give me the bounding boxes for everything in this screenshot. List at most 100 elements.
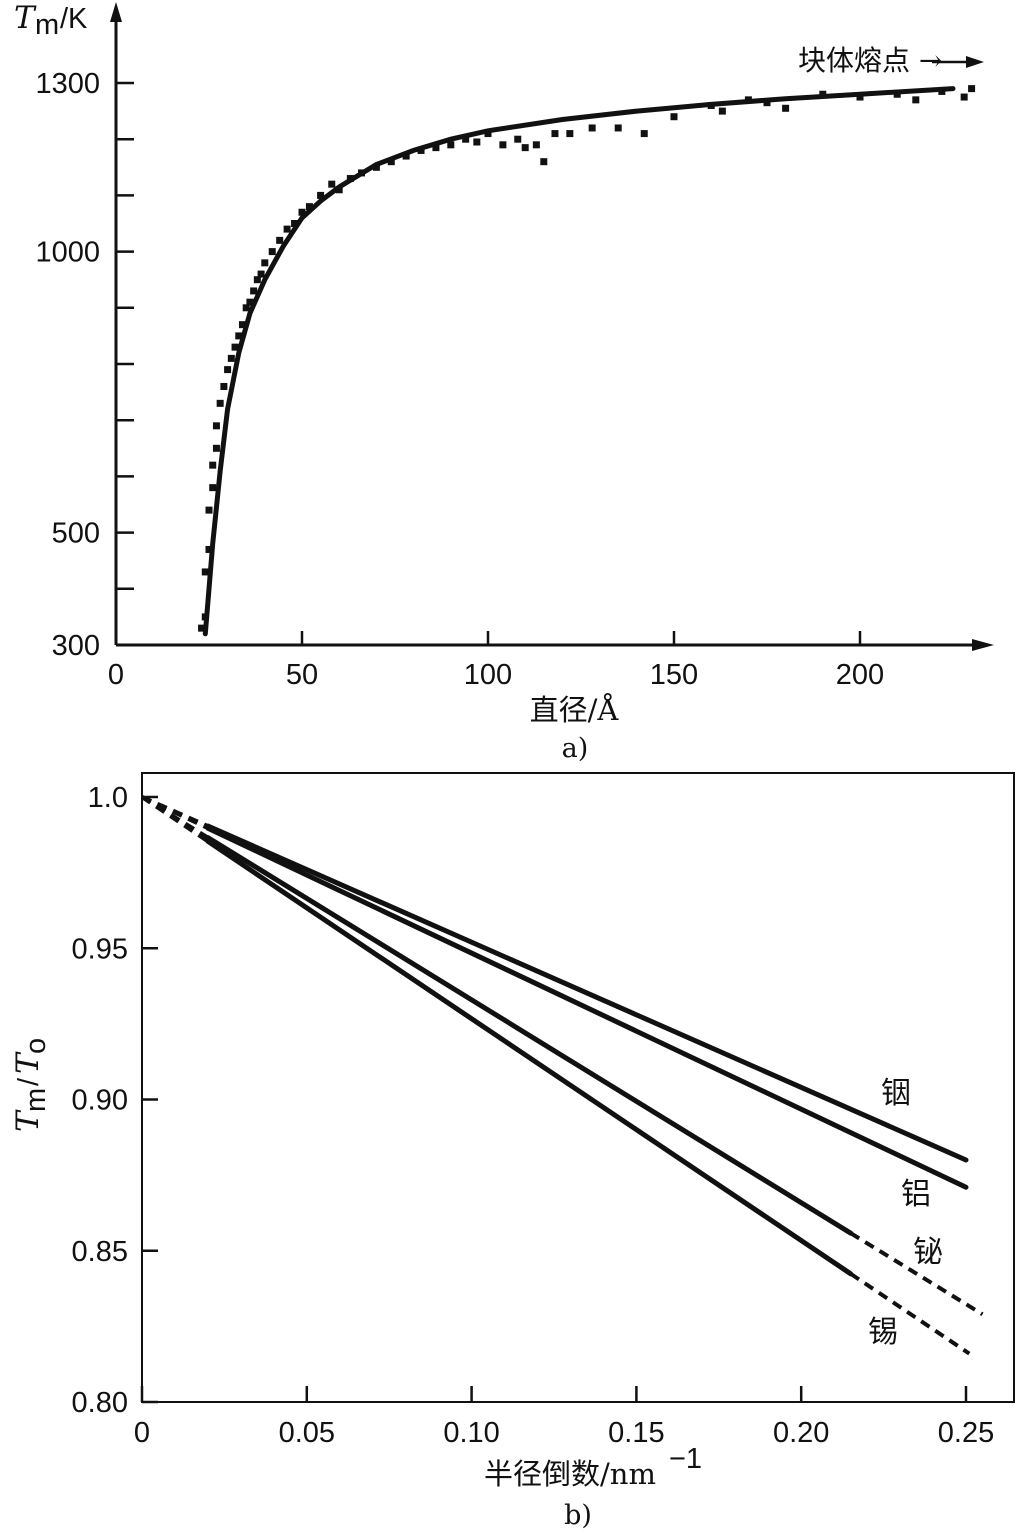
panel-a-data-point — [212, 444, 220, 452]
panel-a-x-tick-label: 50 — [286, 659, 318, 691]
panel-a-data-point — [588, 124, 596, 132]
panel-b-ylabel-symbol1: T — [10, 1109, 46, 1132]
panel-a-fit-curve — [202, 86, 956, 637]
panel-a-data-point — [473, 138, 481, 146]
panel-b-series-extrapolation — [849, 1272, 971, 1356]
panel-a-xlabel: 直径/Å — [530, 692, 620, 727]
panel-a-data-point — [209, 484, 217, 492]
panel-a-annotation-arrowhead — [966, 56, 984, 68]
panel-a-data-point — [532, 141, 540, 149]
panel-a-data-point — [763, 99, 771, 107]
panel-a: 300 500 1000 1300 0 50 100 150 200 T m /K 块体熔点 … — [14, 0, 994, 764]
panel-b-frame — [141, 772, 1015, 1403]
panel-a-y-arrow — [110, 2, 122, 22]
panel-b-x-tick-label: 0.15 — [608, 1417, 664, 1449]
panel-a-y-tick-label: 500 — [52, 518, 100, 550]
panel-a-annotation: 块体熔点 → — [798, 44, 942, 77]
panel-b-ylabel-sub1: m — [20, 1088, 52, 1112]
panel-a-data-point — [551, 130, 559, 138]
panel-a-data-point — [387, 158, 395, 166]
panel-b-series-line — [205, 825, 969, 1190]
panel-a-data-point — [960, 93, 968, 101]
panel-a-data-point — [328, 180, 336, 188]
panel-a-data-point — [224, 366, 232, 374]
panel-a-data-point — [912, 96, 920, 104]
panel-b-y-tick-label: 0.95 — [72, 933, 128, 965]
panel-a-x-tick-label: 100 — [464, 659, 512, 691]
panel-b-series-label: 锡 — [868, 1315, 898, 1350]
panel-a-data-point — [283, 225, 291, 233]
panel-a-data-point — [782, 104, 790, 112]
panel-a-data-point — [432, 144, 440, 152]
panel-a-data-point — [566, 130, 574, 138]
panel-b-ylabel-symbol2: T — [10, 1051, 46, 1074]
panel-b-x-tick-label: 0.25 — [938, 1417, 994, 1449]
panel-b-series-extrapolation — [849, 1231, 984, 1316]
panel-b-xlabel: 半径倒数/nm — [484, 1457, 656, 1491]
panel-a-ylabel-sub: m — [35, 9, 59, 41]
panel-b-series-label: 铋 — [913, 1235, 943, 1270]
panel-a-data-point — [220, 382, 228, 390]
panel-a-data-point — [305, 203, 313, 211]
panel-a-data-point — [856, 93, 864, 101]
panel-a-data-point — [212, 422, 220, 430]
panel-a-data-point — [298, 208, 306, 216]
panel-b-series-label: 铝 — [901, 1177, 931, 1212]
panel-a-caption: a) — [562, 733, 589, 764]
panel-a-ylabel-unit: /K — [60, 3, 88, 35]
panel-a-data-point — [540, 158, 548, 166]
panel-a-data-point — [484, 130, 492, 138]
panel-b-y-tick-label: 0.90 — [72, 1085, 128, 1117]
panel-b-series-line — [205, 838, 854, 1277]
panel-b-ylabel: T m / T o — [10, 1038, 52, 1132]
panel-a-data-point — [968, 85, 976, 93]
panel-a-data-point — [198, 624, 206, 632]
panel-a-data-point — [235, 332, 243, 340]
panel-a-data-point — [238, 321, 246, 329]
panel-a-data-point — [447, 141, 455, 149]
panel-b-series-line — [205, 835, 854, 1236]
panel-a-data-point — [514, 135, 522, 143]
panel-b-series-line — [205, 823, 969, 1163]
panel-a-data-point — [402, 152, 410, 160]
panel-a-data-point — [276, 236, 284, 244]
panel-a-data-point — [246, 298, 254, 306]
panel-a-data-point — [209, 461, 217, 469]
panel-a-data-point — [216, 399, 224, 407]
panel-a-data-point — [205, 545, 213, 553]
panel-b-caption: b) — [564, 1500, 592, 1531]
panel-b: 0.80 0.85 0.90 0.95 1.0 0 0.05 0.10 0.15 0.20 0.2… — [10, 772, 1015, 1531]
panel-a-data-point — [242, 304, 250, 312]
panel-a-data-point — [614, 124, 622, 132]
panel-a-data-point — [205, 506, 213, 514]
panel-b-x-tick-label: 0.10 — [443, 1417, 499, 1449]
panel-a-data-point — [227, 354, 235, 362]
panel-a-data-point — [231, 343, 239, 351]
panel-a-data-point — [268, 248, 276, 256]
panel-b-xlabel-sup: −1 — [669, 1443, 702, 1475]
panel-a-data-point — [640, 130, 648, 138]
panel-a-data-point — [670, 113, 678, 121]
panel-a-data-point — [261, 259, 269, 267]
panel-a-data-point — [521, 144, 529, 152]
panel-b-x-tick-label: 0.05 — [279, 1417, 335, 1449]
panel-b-series-extrapolation — [140, 795, 210, 844]
panel-b-series-extrapolation — [141, 795, 209, 831]
panel-a-data-point — [317, 191, 325, 199]
panel-a-x-tick-label: 200 — [836, 659, 884, 691]
panel-a-data-point — [201, 568, 209, 576]
panel-a-data-point — [253, 276, 261, 284]
panel-b-y-tick-label: 0.85 — [72, 1236, 128, 1268]
panel-a-x-tick-label: 150 — [650, 659, 698, 691]
panel-a-x-arrow — [972, 639, 994, 651]
panel-a-y-tick-label: 300 — [52, 630, 100, 662]
panel-a-y-tick-label: 1300 — [35, 68, 100, 100]
panel-b-y-tick-label: 0.80 — [72, 1387, 128, 1419]
panel-a-ylabel-symbol: T — [14, 0, 37, 36]
panel-a-data-point — [462, 135, 470, 143]
panel-b-series-label: 铟 — [881, 1076, 911, 1111]
panel-b-y-tick-label: 1.0 — [88, 782, 128, 814]
panel-b-ylabel-slash: / — [13, 1077, 45, 1086]
panel-b-x-tick-label: 0.20 — [773, 1417, 829, 1449]
panel-a-data-point — [499, 141, 507, 149]
